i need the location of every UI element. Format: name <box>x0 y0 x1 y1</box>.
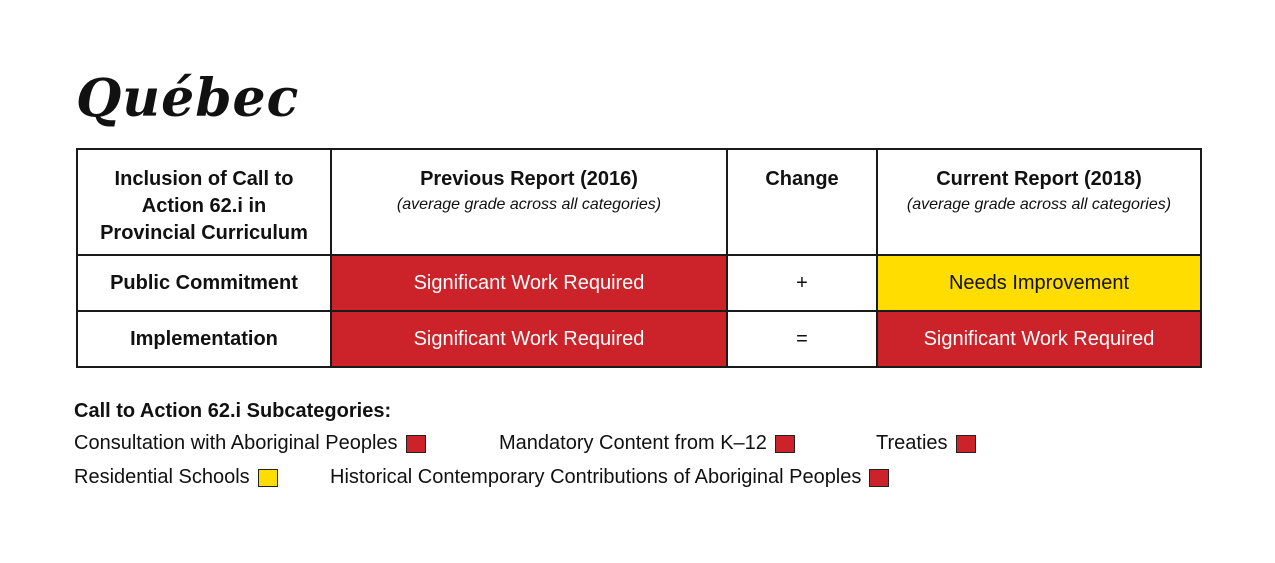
yellow-swatch-icon <box>257 468 278 487</box>
legend-item: Historical Contemporary Contributions of… <box>330 466 890 489</box>
previous-grade-cell: Significant Work Required <box>330 254 728 312</box>
row-label: Public Commitment <box>76 254 332 312</box>
change-indicator: = <box>726 310 878 368</box>
legend-item-label: Historical Contemporary Contributions of… <box>330 466 862 488</box>
legend-item: Residential Schools <box>74 466 278 489</box>
header-previous-title: Previous Report (2016) <box>420 168 638 190</box>
red-swatch-icon <box>774 434 795 453</box>
page-title: Québec <box>76 68 300 129</box>
legend-item-label: Consultation with Aboriginal Peoples <box>74 432 398 454</box>
legend-item-label: Residential Schools <box>74 466 250 488</box>
red-swatch-icon <box>955 434 976 453</box>
legend-item: Treaties <box>876 432 976 455</box>
legend-item-label: Treaties <box>876 432 948 454</box>
header-inclusion-label: Inclusion of Call to Action 62.i in Prov… <box>100 168 308 244</box>
header-previous-subtitle: (average grade across all categories) <box>396 196 662 213</box>
legend-item: Mandatory Content from K–12 <box>499 432 795 455</box>
red-swatch-icon <box>405 434 426 453</box>
legend-item: Consultation with Aboriginal Peoples <box>74 432 426 455</box>
header-current-subtitle: (average grade across all categories) <box>906 196 1172 213</box>
change-indicator: + <box>726 254 878 312</box>
current-grade-cell: Significant Work Required <box>876 310 1202 368</box>
row-label: Implementation <box>76 310 332 368</box>
report-card-table: Inclusion of Call to Action 62.i in Prov… <box>76 148 1202 368</box>
table-row: Public Commitment Significant Work Requi… <box>76 254 1202 312</box>
table-row: Implementation Significant Work Required… <box>76 310 1202 368</box>
header-previous-report: Previous Report (2016) (average grade ac… <box>330 148 728 256</box>
header-change-label: Change <box>765 168 839 190</box>
legend-item-label: Mandatory Content from K–12 <box>499 432 767 454</box>
current-grade-cell: Needs Improvement <box>876 254 1202 312</box>
table-header-row: Inclusion of Call to Action 62.i in Prov… <box>76 148 1202 256</box>
header-current-report: Current Report (2018) (average grade acr… <box>876 148 1202 256</box>
legend-title: Call to Action 62.i Subcategories: <box>74 400 392 422</box>
header-inclusion: Inclusion of Call to Action 62.i in Prov… <box>76 148 332 256</box>
red-swatch-icon <box>869 468 890 487</box>
header-current-title: Current Report (2018) <box>936 168 1142 190</box>
previous-grade-cell: Significant Work Required <box>330 310 728 368</box>
header-change: Change <box>726 148 878 256</box>
